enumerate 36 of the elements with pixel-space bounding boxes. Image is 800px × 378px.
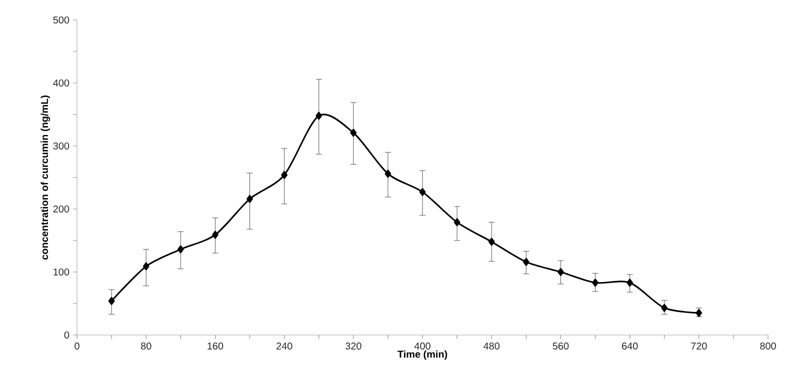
y-tick-label: 100 — [54, 268, 70, 276]
y-tick-label: 0 — [64, 331, 70, 339]
x-axis-title: Time (min) — [398, 350, 448, 360]
y-tick-label: 200 — [53, 205, 70, 213]
y-tick-label: 300 — [53, 142, 70, 150]
point — [592, 278, 598, 287]
point — [212, 230, 218, 239]
point — [558, 268, 564, 276]
point — [626, 278, 634, 287]
y-axis-title: concentration of curcumin (ng/mL) — [40, 96, 50, 260]
point — [522, 258, 530, 266]
y-tick-label: 500 — [53, 16, 70, 24]
x-tick-label: 80 — [141, 342, 152, 350]
x-tick-label: 720 — [691, 342, 707, 350]
point — [142, 262, 150, 270]
point — [454, 218, 460, 226]
x-tick-label: 240 — [276, 342, 292, 350]
y-tick-label: 400 — [53, 79, 70, 87]
point — [488, 238, 495, 246]
point — [350, 128, 357, 137]
point — [316, 112, 322, 120]
x-tick-label: 560 — [552, 342, 569, 350]
x-tick-label: 160 — [208, 342, 224, 350]
x-tick-label: 640 — [622, 342, 638, 350]
point — [384, 170, 392, 178]
x-tick-label: 480 — [484, 342, 500, 350]
x-tick-label: 400 — [414, 342, 430, 350]
x-tick-label: 320 — [345, 342, 362, 350]
point — [246, 194, 253, 203]
point — [281, 170, 288, 179]
point — [419, 188, 426, 196]
point — [661, 304, 668, 312]
point — [177, 245, 184, 254]
x-tick-label: 0 — [74, 342, 80, 350]
x-tick-label: 800 — [760, 342, 776, 350]
point — [108, 296, 115, 305]
